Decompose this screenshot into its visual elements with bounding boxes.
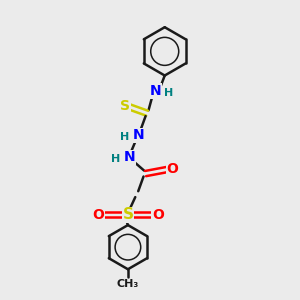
Text: N: N — [132, 128, 144, 142]
Text: H: H — [164, 88, 173, 98]
Text: N: N — [150, 84, 162, 98]
Text: CH₃: CH₃ — [117, 279, 139, 289]
Text: H: H — [120, 132, 129, 142]
Text: O: O — [92, 208, 104, 222]
Text: N: N — [124, 150, 135, 164]
Text: S: S — [120, 99, 130, 113]
Text: S: S — [122, 207, 134, 222]
Text: O: O — [167, 162, 178, 176]
Text: H: H — [111, 154, 121, 164]
Text: O: O — [152, 208, 164, 222]
